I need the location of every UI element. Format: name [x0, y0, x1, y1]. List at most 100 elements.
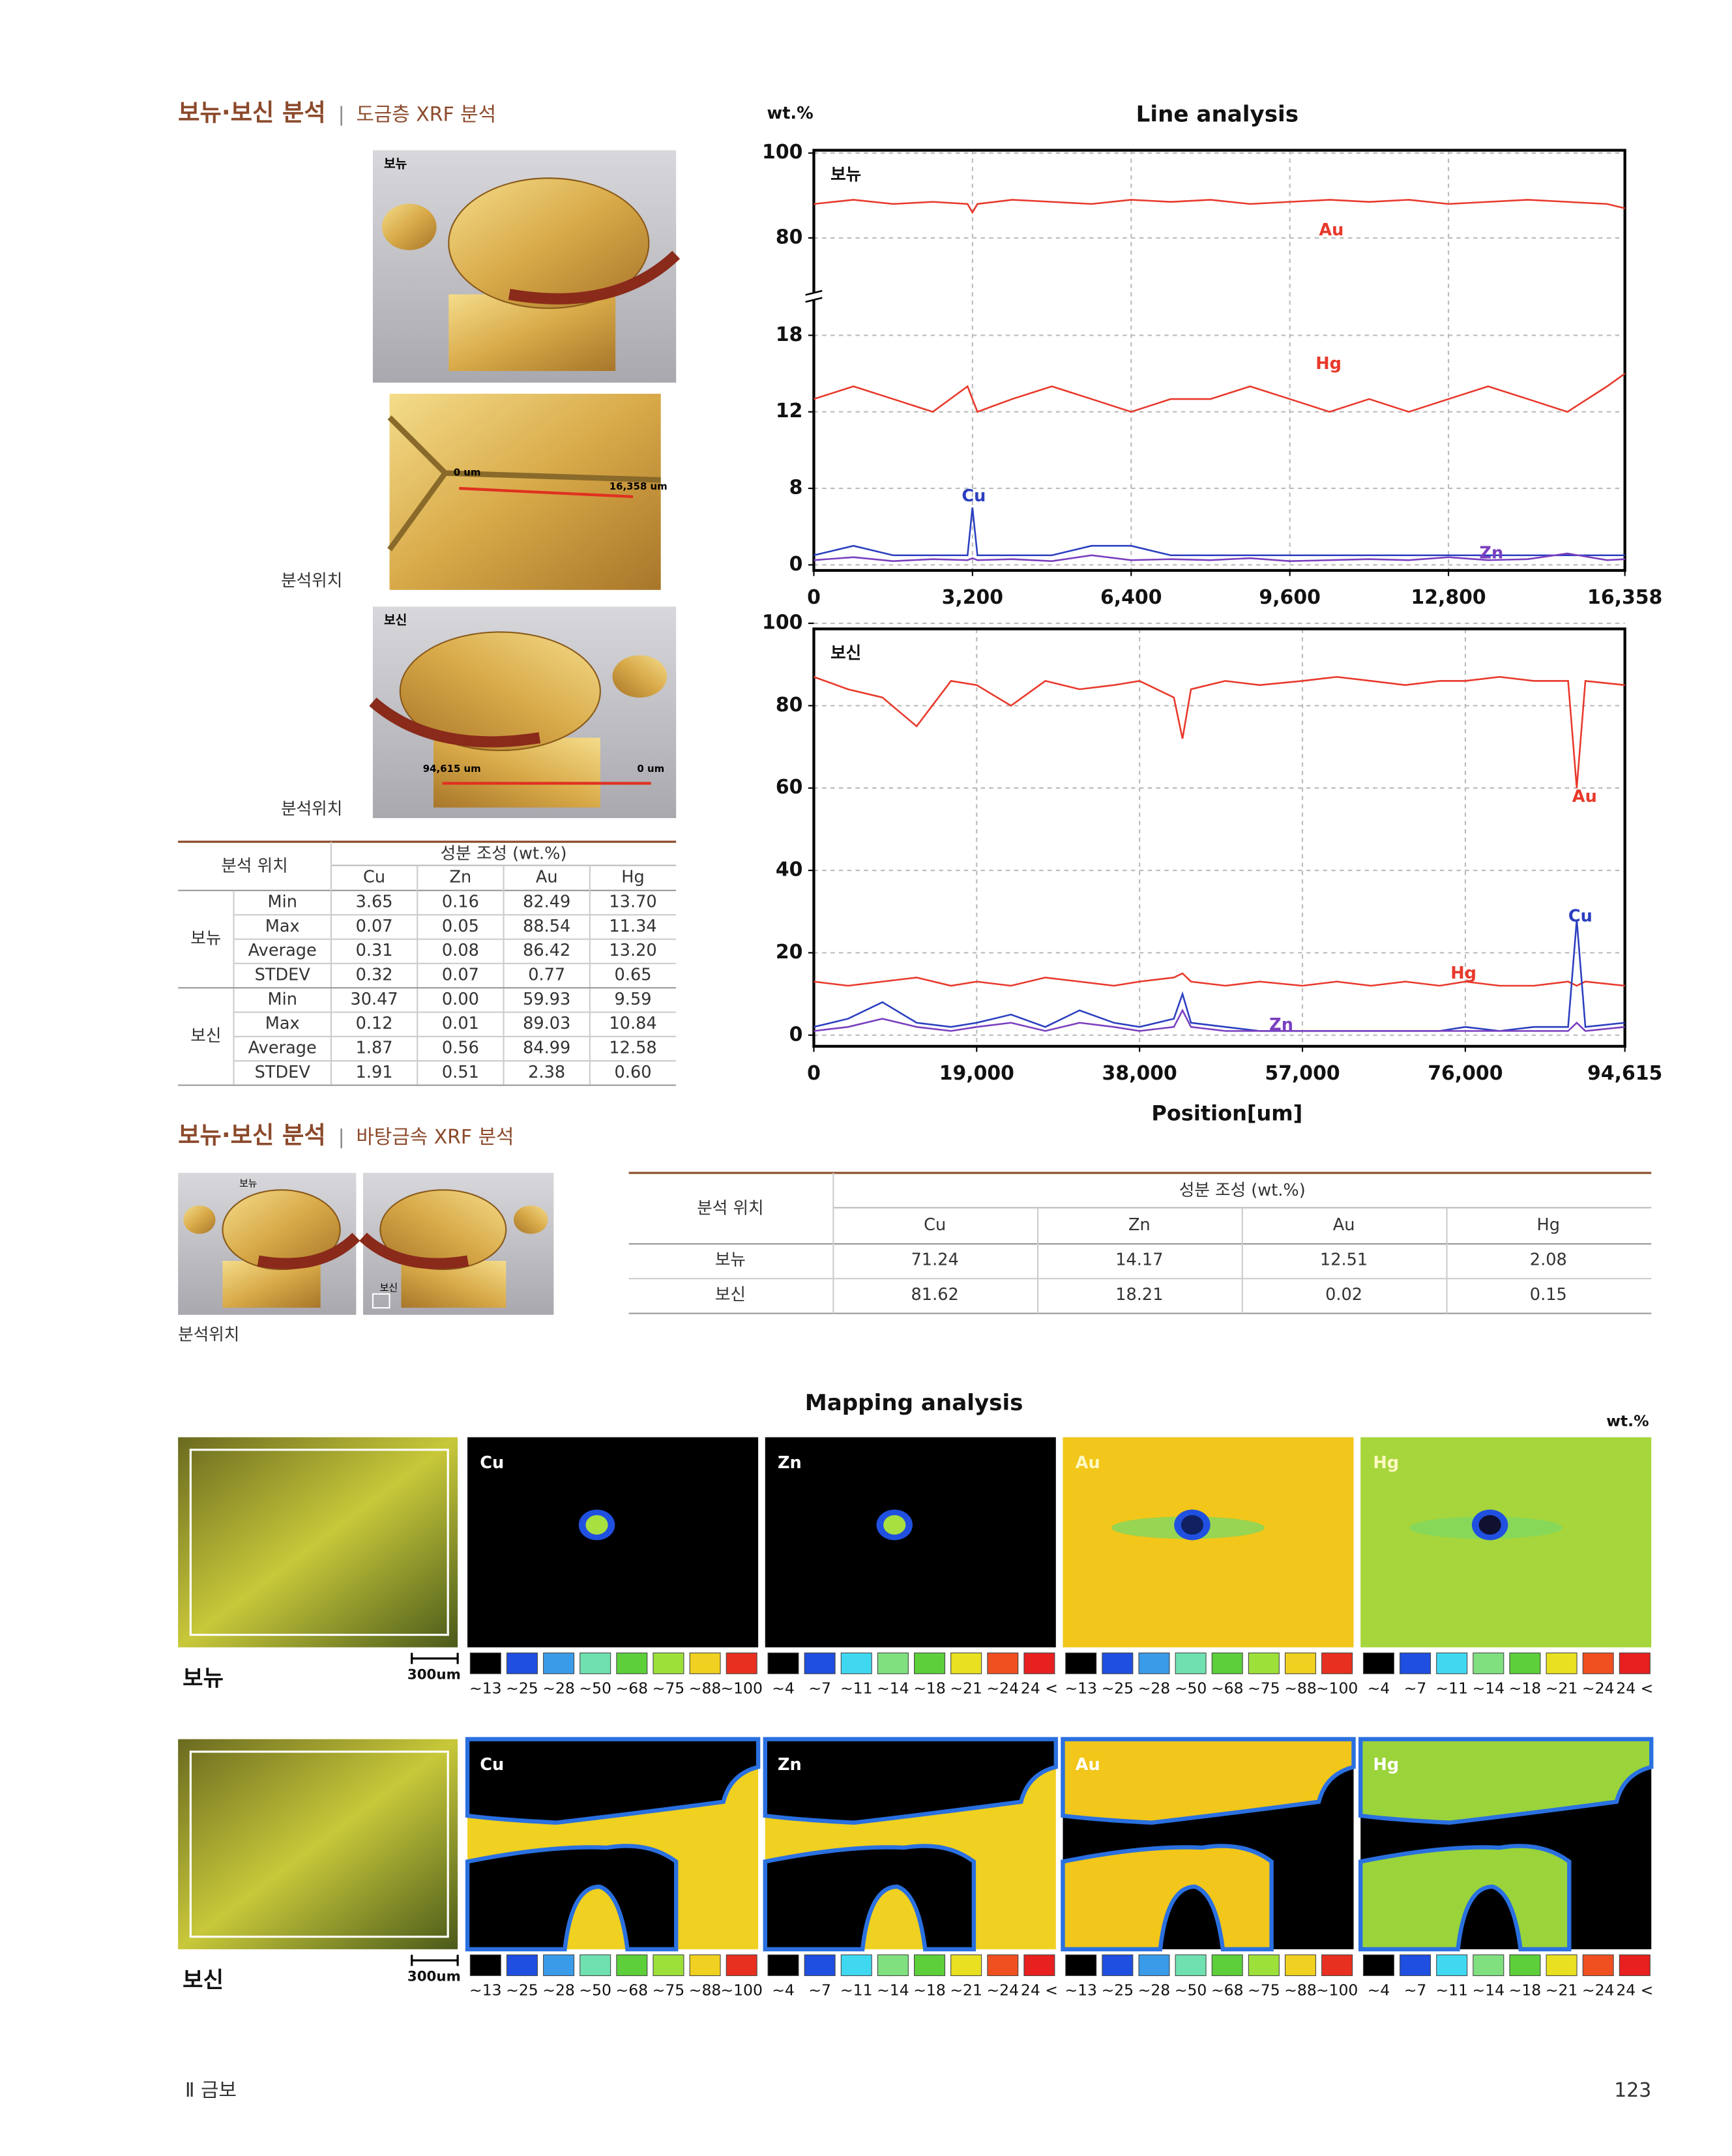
legend-swatch: [1175, 1954, 1207, 1976]
legend-swatch: [543, 1652, 575, 1674]
legend-label: 24 <: [1616, 1679, 1653, 1697]
legend-swatch: [1284, 1652, 1316, 1674]
legend-label: ~4: [1368, 1981, 1390, 1999]
x-tick-label: 9,600: [1259, 586, 1320, 609]
element-map: [467, 1437, 759, 1647]
table-column: Zn: [1128, 1215, 1151, 1235]
legend-label: ~100: [1316, 1679, 1358, 1697]
chart-title: Line analysis: [1136, 102, 1299, 128]
cord: [508, 250, 681, 304]
table-stat: Average: [248, 1039, 317, 1058]
y-axis-label: wt.%: [767, 104, 814, 123]
legend-swatch: [580, 1954, 611, 1976]
legend-label: ~4: [772, 1981, 795, 1999]
micrograph: [178, 1437, 458, 1647]
series-line: [814, 972, 1625, 987]
table-cell: 1.87: [356, 1039, 393, 1058]
series-label: Zn: [1269, 1015, 1293, 1035]
legend-label: ~13: [1064, 1981, 1097, 1999]
legend-swatch: [1546, 1652, 1578, 1674]
x-tick-label: 3,200: [942, 586, 1003, 609]
table-cell: 0.05: [442, 917, 479, 936]
map-blob: [585, 1515, 608, 1535]
legend-swatch: [767, 1652, 799, 1674]
table-header: 성분 조성 (wt.%): [1179, 1181, 1306, 1200]
legend-swatch: [1065, 1652, 1097, 1674]
photo-label: 보신: [384, 612, 407, 627]
x-tick-label: 76,000: [1428, 1062, 1503, 1085]
scale-bar: [411, 1653, 459, 1664]
legend-swatch: [1619, 1954, 1651, 1976]
table-cell: 81.62: [911, 1285, 958, 1305]
y-tick-label: 80: [776, 694, 803, 716]
map-region: [1061, 1844, 1274, 1952]
series-line: [814, 507, 1625, 556]
table-cell: 0.12: [356, 1014, 393, 1033]
legend-label: ~7: [808, 1981, 831, 1999]
micrograph: [178, 1739, 458, 1949]
head: [612, 655, 668, 698]
series-label: Hg: [1315, 354, 1342, 374]
photo: [372, 150, 681, 383]
y-tick-label: 100: [762, 141, 802, 164]
legend-swatch: [653, 1954, 684, 1976]
micrograph-frame: [189, 1750, 449, 1938]
page-number: 123: [1614, 2079, 1651, 2102]
table-cell: 0.07: [356, 917, 393, 936]
legend-swatch: [1619, 1652, 1651, 1674]
table-cell: 71.24: [911, 1250, 958, 1269]
table-cell: 0.16: [442, 892, 479, 911]
panel-label: 보신: [830, 643, 861, 663]
legend-label: ~25: [506, 1679, 538, 1697]
legend-label: ~13: [469, 1981, 502, 1999]
photo-label: 보신: [380, 1282, 398, 1293]
y-tick-label: 0: [789, 1023, 803, 1046]
table-cell: 13.70: [609, 892, 656, 911]
legend-label: ~68: [1211, 1981, 1244, 1999]
legend-swatch: [1248, 1652, 1280, 1674]
head: [183, 1205, 216, 1234]
element-map: [1063, 1437, 1354, 1647]
table-cell: 59.93: [523, 990, 570, 1009]
legend-swatch: [1362, 1652, 1394, 1674]
legend-label: ~24: [1582, 1679, 1615, 1697]
table-stat: STDEV: [255, 966, 311, 985]
legend-swatch: [689, 1652, 721, 1674]
table-cell: 2.38: [528, 1063, 565, 1082]
legend-label: ~13: [469, 1679, 502, 1697]
legend-label: ~24: [1582, 1981, 1615, 1999]
legend-label: ~11: [840, 1679, 873, 1697]
table-cell: 9.59: [615, 990, 652, 1009]
scale-label: 94,615 um: [423, 763, 481, 775]
table-cell: 3.65: [356, 892, 393, 911]
map-blob: [883, 1515, 906, 1535]
legend-label: ~14: [877, 1679, 909, 1697]
turtle: [359, 1189, 548, 1308]
legend-swatch: [1509, 1652, 1541, 1674]
legend-label: ~100: [1316, 1981, 1358, 1999]
x-tick-label: 16,358: [1587, 586, 1662, 609]
legend-label: ~7: [1404, 1679, 1427, 1697]
series-line: [814, 1008, 1625, 1032]
series-label: Au: [1572, 787, 1597, 806]
table-column: Au: [1333, 1215, 1355, 1235]
table-group: 보신: [190, 1026, 221, 1046]
legend-label: ~28: [1138, 1981, 1171, 1999]
legend-swatch: [1138, 1652, 1170, 1674]
shell: [222, 1189, 341, 1271]
mapping-title: Mapping analysis: [805, 1390, 1023, 1416]
map-label: Zn: [778, 1755, 802, 1775]
legend-swatch: [1023, 1652, 1055, 1674]
x-tick-label: 0: [807, 1062, 821, 1085]
scale-label: 0 um: [637, 763, 664, 775]
legend-swatch: [1362, 1954, 1394, 1976]
legend-swatch: [1509, 1954, 1541, 1976]
cord: [369, 697, 541, 748]
x-tick-label: 19,000: [939, 1062, 1014, 1085]
x-tick-label: 94,615: [1587, 1062, 1662, 1085]
table-cell: 0.77: [528, 966, 565, 985]
legend-swatch: [1473, 1954, 1504, 1976]
scale-label: 300um: [407, 1969, 461, 1985]
legend-swatch: [840, 1954, 872, 1976]
legend-swatch: [506, 1652, 538, 1674]
